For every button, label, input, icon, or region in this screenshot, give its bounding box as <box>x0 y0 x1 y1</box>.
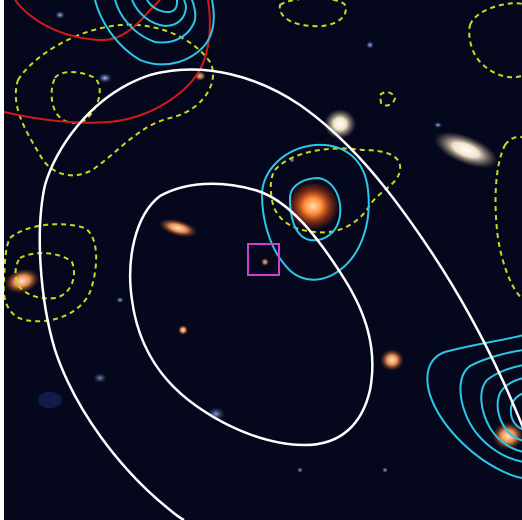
left-border <box>0 0 4 520</box>
galaxy-left-edge <box>4 268 40 294</box>
white-contours <box>38 68 522 520</box>
bright-red-galaxy <box>287 182 339 230</box>
galaxy-left-center <box>158 218 198 238</box>
edge-on-galaxy-right <box>434 131 498 169</box>
elliptical-galaxy-top <box>324 109 356 139</box>
cyan-contours <box>94 0 522 479</box>
yellow-dashed-contours <box>4 0 522 323</box>
sky-background <box>4 0 522 520</box>
galaxy-lower-right <box>380 349 404 371</box>
red-contours <box>4 0 211 124</box>
target-marker-box <box>247 243 280 276</box>
faint-sources <box>38 11 442 473</box>
galaxy-bottom-right <box>492 422 522 450</box>
overlay-svg <box>4 0 522 520</box>
